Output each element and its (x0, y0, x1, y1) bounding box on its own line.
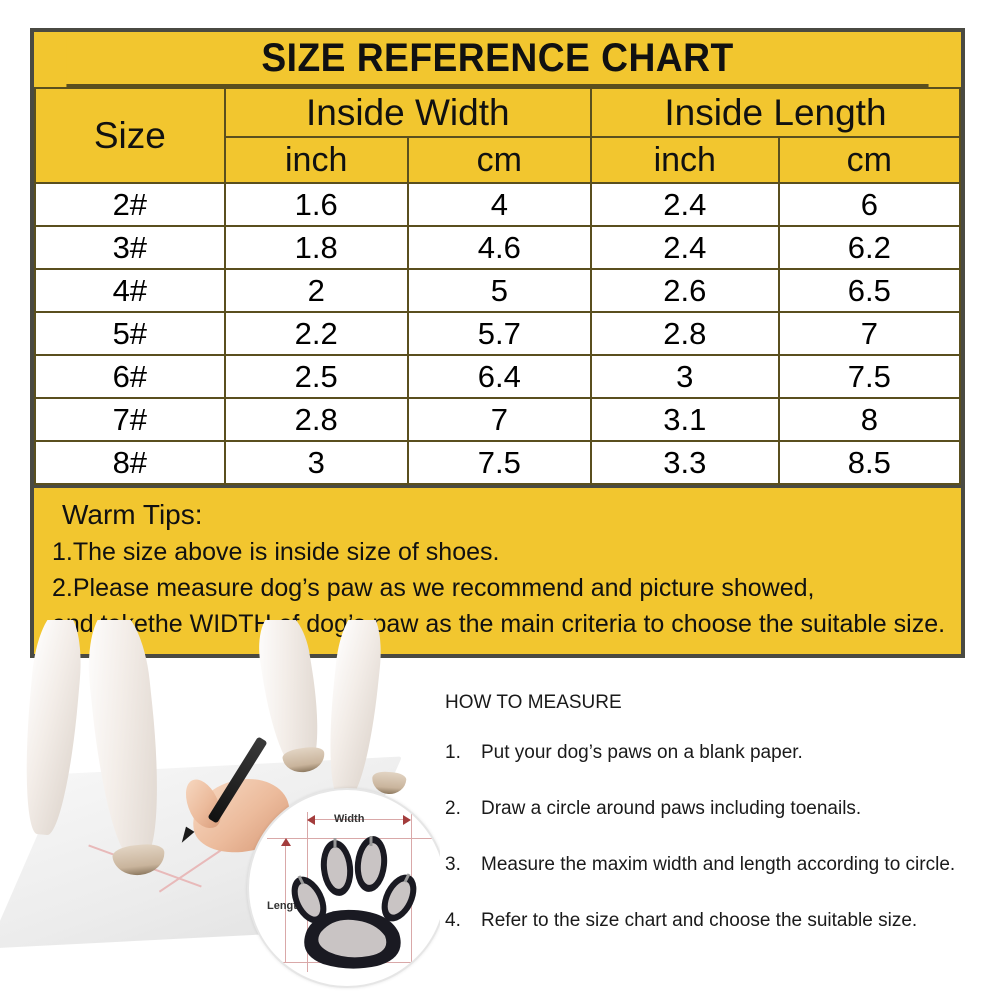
cell-length-cm: 6 (777, 182, 962, 227)
table-row: 5# 2.2 5.7 2.8 7 (34, 311, 962, 356)
cell-length-cm: 6.5 (777, 268, 962, 313)
how-to-step: 3. Measure the maxim width and length ac… (445, 852, 995, 878)
cell-width-inch: 2.2 (223, 311, 409, 356)
how-to-measure-title: HOW TO MEASURE (445, 692, 622, 713)
paw-measurement-diagram: Width Length (247, 788, 440, 988)
width-arrow-left-head (307, 815, 315, 825)
cell-width-inch: 2 (223, 268, 409, 313)
table-row: 8# 3 7.5 3.3 8.5 (34, 440, 962, 485)
paw-print-icon (291, 836, 417, 969)
cell-size: 5# (34, 311, 226, 356)
cell-length-cm: 6.2 (777, 225, 962, 270)
step-number: 2. (445, 798, 461, 819)
chart-title: SIZE REFERENCE CHART (66, 32, 929, 87)
how-to-step: 2. Draw a circle around paws including t… (445, 796, 995, 822)
header-width-cm: cm (406, 136, 592, 184)
header-size: Size (34, 87, 226, 184)
warm-tips-panel: Warm Tips: 1.The size above is inside si… (34, 485, 961, 654)
cell-width-cm: 4.6 (406, 225, 592, 270)
cell-width-cm: 7 (406, 397, 592, 442)
width-label: Width (334, 813, 365, 825)
cell-width-inch: 2.8 (223, 397, 409, 442)
cell-width-cm: 7.5 (406, 440, 592, 485)
cell-size: 7# (34, 397, 226, 442)
header-row-primary: Size Inside Width Inside Length (34, 87, 962, 184)
how-to-step: 4. Refer to the size chart and choose th… (445, 908, 995, 934)
header-row-units: inch cm inch cm (35, 136, 962, 184)
size-reference-chart: SIZE REFERENCE CHART Size Inside Width I… (30, 28, 965, 658)
step-text: Measure the maxim width and length accor… (481, 854, 956, 875)
cell-size: 6# (34, 354, 226, 399)
warm-tips-heading: Warm Tips: (62, 499, 203, 530)
cell-size: 4# (34, 268, 226, 313)
table-row: 7# 2.8 7 3.1 8 (34, 397, 962, 442)
cell-length-inch: 2.8 (589, 311, 780, 356)
cell-length-cm: 8.5 (777, 440, 962, 485)
cell-width-cm: 4 (406, 182, 592, 227)
dog-measuring-photo: Width Length (0, 620, 440, 1000)
length-arrow-line (285, 842, 286, 962)
cell-width-inch: 2.5 (223, 354, 409, 399)
cell-width-cm: 5 (406, 268, 592, 313)
cell-size: 8# (34, 440, 226, 485)
table-row: 3# 1.8 4.6 2.4 6.2 (34, 225, 962, 270)
cell-width-inch: 1.6 (223, 182, 409, 227)
size-table: Size Inside Width Inside Length inch cm … (34, 87, 962, 485)
cell-length-inch: 2.4 (589, 182, 780, 227)
header-inside-width: Inside Width (223, 87, 592, 138)
cell-width-cm: 5.7 (406, 311, 592, 356)
cell-length-inch: 2.4 (589, 225, 780, 270)
cell-length-inch: 3 (589, 354, 780, 399)
step-number: 4. (445, 910, 461, 931)
size-table-body: 2# 1.6 4 2.4 6 3# 1.8 4.6 2.4 6.2 4# 2 5… (34, 182, 962, 485)
size-table-head: Size Inside Width Inside Length inch cm … (34, 87, 962, 184)
warm-tips-line-2: 2.Please measure dog’s paw as we recomme… (52, 574, 815, 602)
width-arrow-right-head (403, 815, 411, 825)
cell-length-cm: 7 (777, 311, 962, 356)
how-to-measure-panel: HOW TO MEASURE 1. Put your dog’s paws on… (445, 690, 995, 964)
table-row: 4# 2 5 2.6 6.5 (34, 268, 962, 313)
guide-line-top (267, 838, 432, 839)
step-number: 3. (445, 854, 461, 875)
warm-tips-line-1: 1.The size above is inside size of shoes… (52, 538, 500, 566)
header-length-cm: cm (777, 136, 962, 184)
cell-width-inch: 3 (223, 440, 409, 485)
cell-size: 3# (34, 225, 226, 270)
step-number: 1. (445, 742, 461, 763)
header-inside-length: Inside Length (589, 87, 962, 138)
header-length-inch: inch (589, 136, 780, 184)
cell-length-cm: 7.5 (777, 354, 962, 399)
cell-length-inch: 3.1 (589, 397, 780, 442)
cell-width-inch: 1.8 (223, 225, 409, 270)
table-row: 2# 1.6 4 2.4 6 (34, 182, 962, 227)
step-text: Refer to the size chart and choose the s… (481, 910, 918, 931)
step-text: Put your dog’s paws on a blank paper. (481, 742, 803, 763)
width-arrow-line (311, 819, 409, 820)
cell-width-cm: 6.4 (406, 354, 592, 399)
length-arrow-up-head (281, 838, 291, 846)
table-row: 6# 2.5 6.4 3 7.5 (34, 354, 962, 399)
cell-size: 2# (34, 182, 226, 227)
cell-length-inch: 2.6 (589, 268, 780, 313)
step-text: Draw a circle around paws including toen… (481, 798, 862, 819)
cell-length-inch: 3.3 (589, 440, 780, 485)
warm-tips-line-3: and takethe WIDTH of dog’s paw as the ma… (52, 610, 946, 638)
cell-length-cm: 8 (777, 397, 962, 442)
header-width-inch: inch (223, 136, 409, 184)
how-to-step: 1. Put your dog’s paws on a blank paper. (445, 740, 995, 766)
measurement-section: Width Length (0, 620, 1000, 1000)
